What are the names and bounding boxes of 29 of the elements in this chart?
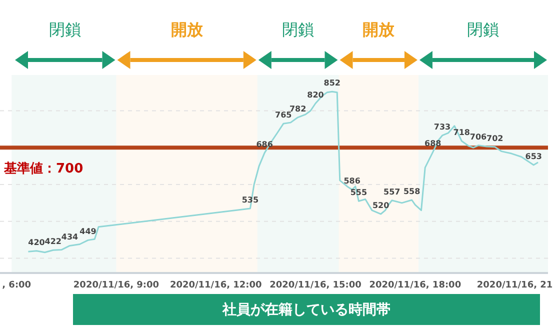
- data-label: 434: [61, 232, 79, 242]
- data-label: 558: [403, 186, 421, 196]
- data-label: 422: [44, 237, 62, 246]
- x-tick-label: , 6:00: [2, 280, 32, 290]
- x-tick-label: 2020/11/16, 9:00: [73, 280, 160, 290]
- band-label: 閉鎖: [282, 20, 314, 39]
- band-label: 閉鎖: [467, 20, 500, 39]
- band-label: 開放: [362, 20, 396, 39]
- band-label: 閉鎖: [49, 20, 82, 39]
- data-label: 702: [486, 134, 504, 143]
- data-label: 782: [289, 104, 306, 114]
- x-tick-label: 2020/11/16, 18:00: [369, 280, 462, 290]
- data-label: 733: [434, 122, 451, 132]
- data-label: 586: [344, 176, 361, 186]
- data-label: 718: [453, 128, 470, 137]
- x-tick-label: 2020/11/16, 15:00: [270, 280, 362, 290]
- x-tick-label: 2020/11/16, 21: [476, 280, 553, 290]
- data-label: 852: [324, 78, 340, 88]
- ref-line-label: 基準値：700: [3, 162, 84, 177]
- data-label: 706: [470, 132, 488, 142]
- data-label: 420: [28, 238, 46, 247]
- data-label: 557: [384, 187, 400, 196]
- data-label: 820: [307, 90, 324, 100]
- text: 社員が在籍している時間帯: [73, 294, 540, 325]
- data-label: 449: [80, 227, 97, 236]
- x-tick-label: 2020/11/16, 12:00: [170, 280, 262, 290]
- data-label: 653: [525, 152, 542, 161]
- data-label: 765: [275, 110, 292, 120]
- band-label: 開放: [170, 20, 204, 39]
